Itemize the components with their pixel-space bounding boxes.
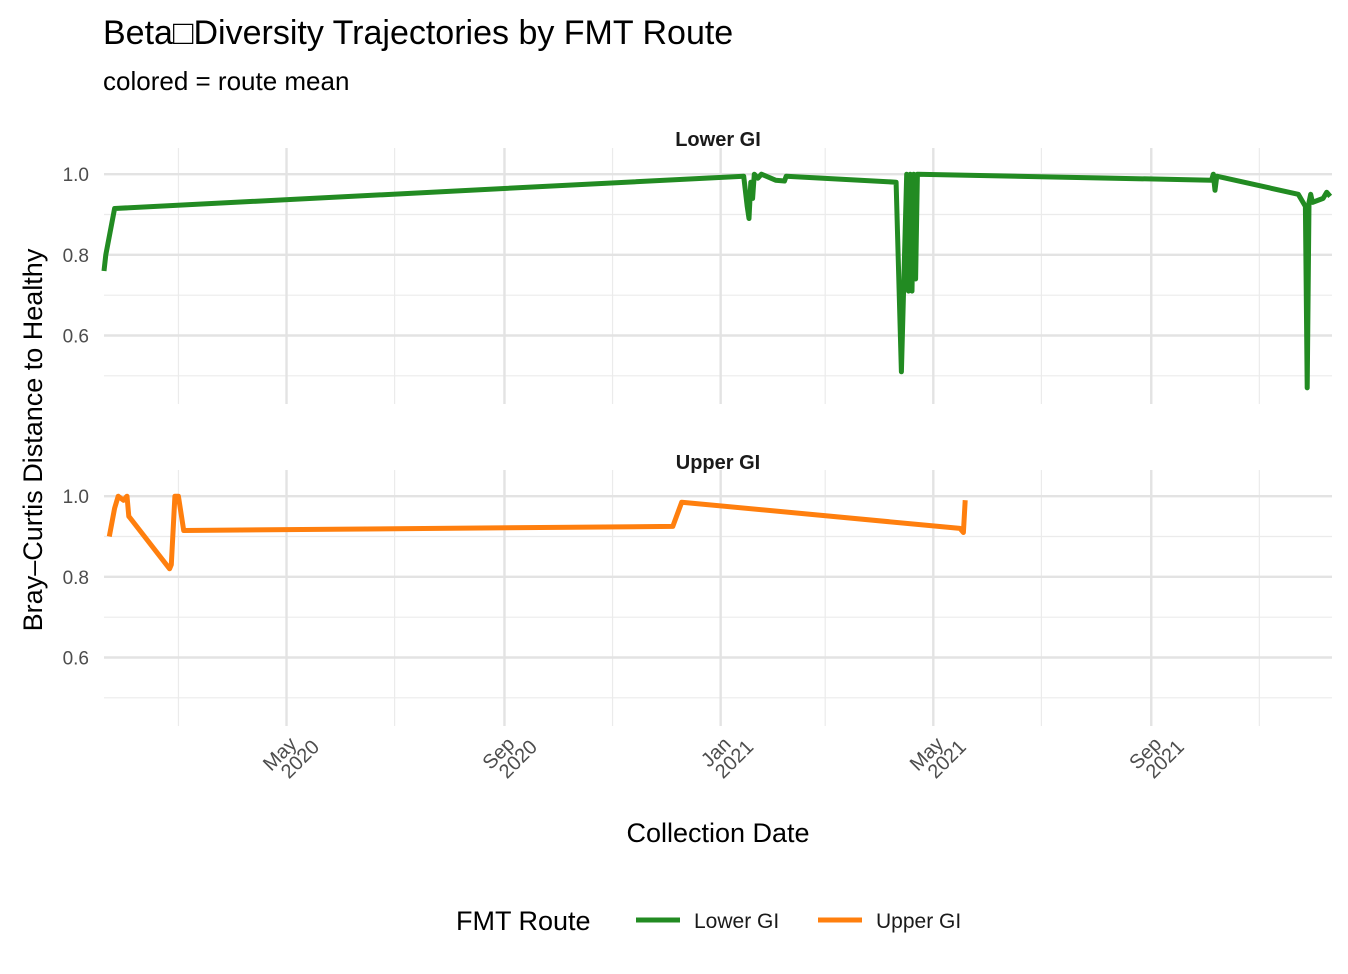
- x-axis-title: Collection Date: [626, 818, 809, 848]
- y-tick-label: 1.0: [63, 487, 89, 508]
- y-tick-label: 0.8: [63, 246, 89, 267]
- y-tick-label: 0.6: [63, 327, 89, 348]
- legend-label: Upper GI: [876, 910, 961, 933]
- chart-title: Beta□Diversity Trajectories by FMT Route: [103, 14, 733, 52]
- facet-panel-1: Upper GI: [104, 452, 1332, 726]
- facet-panels: Lower GI Upper GI: [101, 129, 1333, 726]
- facet-panel-0: Lower GI: [101, 129, 1333, 404]
- legend: FMT Route Lower GI Upper GI: [456, 906, 961, 936]
- series-line-upper-gi: [106, 493, 968, 572]
- facet-strip-label: Upper GI: [676, 452, 760, 474]
- series-line-lower-gi: [101, 171, 1333, 391]
- legend-label: Lower GI: [694, 910, 779, 933]
- y-axis-ticks: 0.6 0.8 1.0 0.6 0.8 1.0: [63, 165, 89, 669]
- y-tick-label: 1.0: [63, 165, 89, 186]
- legend-title: FMT Route: [456, 906, 591, 936]
- y-axis-title: Bray–Curtis Distance to Healthy: [18, 248, 48, 631]
- y-tick-label: 0.8: [63, 568, 89, 589]
- chart-subtitle: colored = route mean: [103, 66, 349, 96]
- y-tick-label: 0.6: [63, 649, 89, 670]
- facet-strip-label: Lower GI: [675, 129, 761, 151]
